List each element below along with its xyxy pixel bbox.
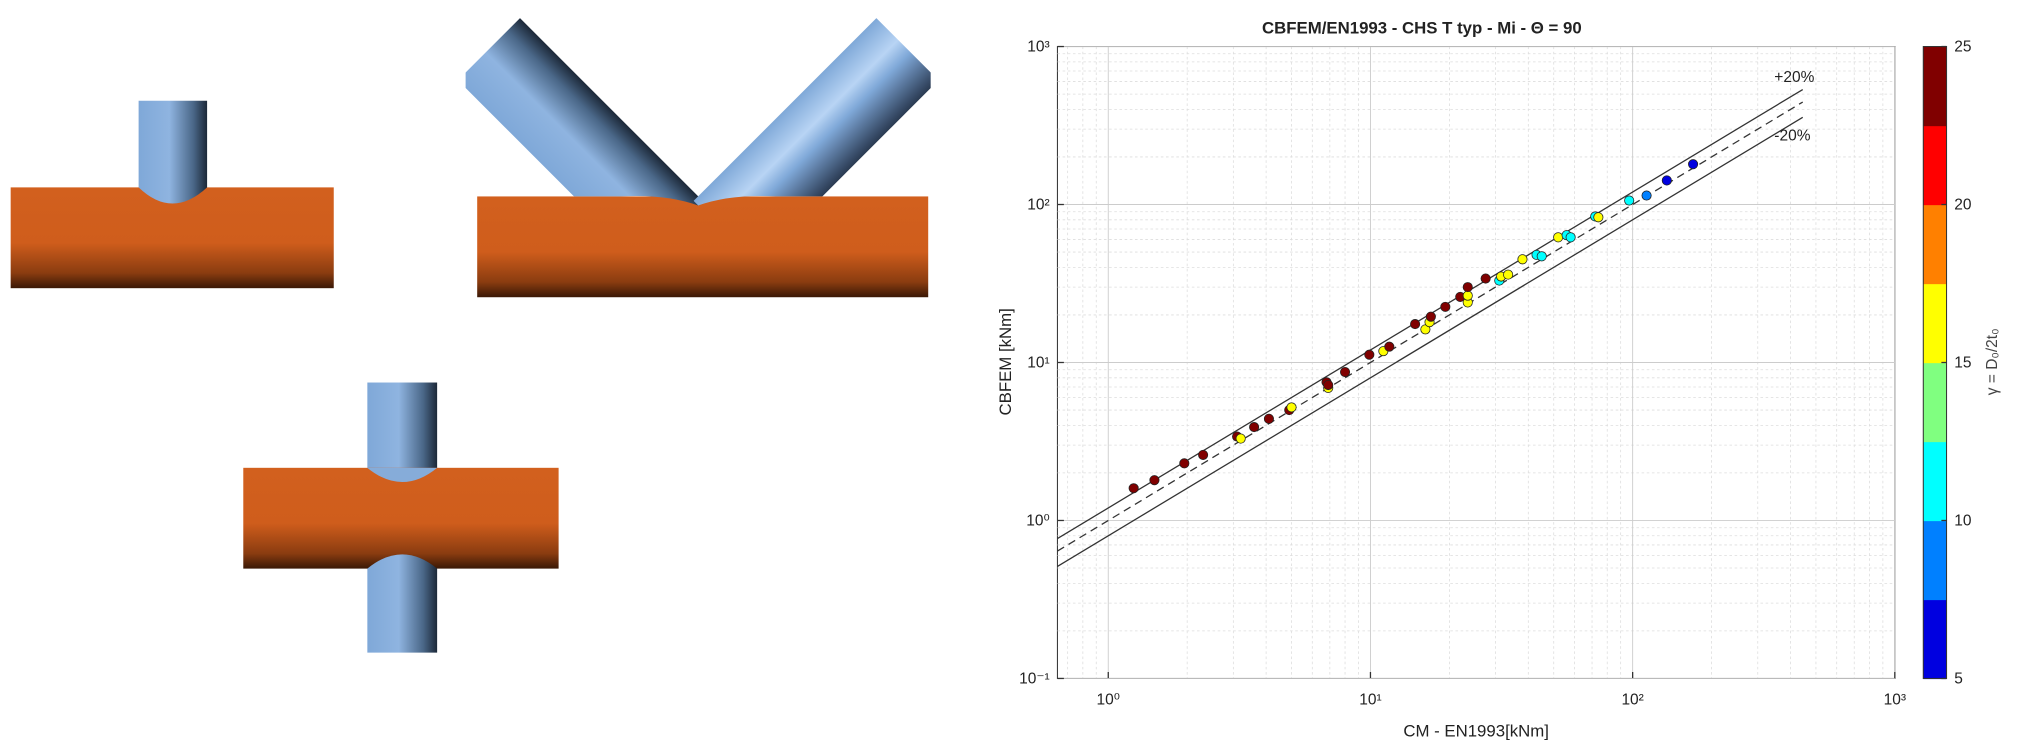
data-point — [1149, 475, 1160, 486]
data-point — [1593, 212, 1604, 223]
data-point — [1198, 449, 1209, 460]
data-point — [1323, 379, 1334, 391]
chord — [243, 467, 559, 569]
reference-line-label: +20% — [1774, 69, 1814, 86]
colorbar-band — [1923, 362, 1947, 443]
chord — [477, 196, 929, 298]
brace — [367, 554, 438, 653]
colorbar-tick-label: 25 — [1954, 39, 1971, 56]
chart-title: CBFEM/EN1993 - CHS T typ - Mi - Θ = 90 — [1262, 19, 1582, 38]
x-tick-label: 10³ — [1884, 691, 1906, 708]
data-point — [1688, 159, 1699, 170]
data-point — [1462, 290, 1473, 301]
data-point — [1440, 301, 1451, 312]
y-tick-label: 10³ — [1027, 39, 1049, 56]
data-point — [1179, 458, 1190, 469]
data-point — [1480, 273, 1491, 284]
y-tick-label: 10¹ — [1027, 355, 1049, 372]
t-joint — [10, 100, 334, 289]
colorbar-band — [1923, 599, 1947, 680]
data-point — [1384, 341, 1395, 352]
data-point — [1553, 232, 1564, 243]
x-tick-label: 10⁰ — [1097, 691, 1120, 708]
brace — [138, 100, 208, 204]
k-joint — [465, 18, 931, 298]
data-point — [1410, 319, 1421, 330]
data-point — [1263, 413, 1274, 424]
x-joint — [243, 382, 559, 653]
data-point — [1340, 367, 1351, 378]
y-tick-label: 10² — [1027, 197, 1049, 214]
data-point — [1462, 282, 1473, 293]
y-tick-label: 10⁻¹ — [1019, 671, 1050, 688]
data-point — [1565, 232, 1576, 243]
data-point — [1517, 254, 1528, 265]
reference-line — [1057, 116, 1804, 567]
colorbar-band — [1923, 283, 1947, 364]
colorbar-band — [1923, 441, 1947, 522]
y-axis-label: CBFEM [kNm] — [996, 308, 1015, 415]
data-point — [1661, 175, 1672, 186]
colorbar-band — [1923, 204, 1947, 285]
colorbar-band — [1923, 125, 1947, 206]
data-point — [1249, 422, 1260, 433]
colorbar-band — [1923, 46, 1947, 127]
data-point — [1503, 269, 1514, 280]
colorbar-tick-label: 20 — [1954, 197, 1972, 214]
reference-line-label: -20% — [1774, 128, 1810, 145]
data-point — [1286, 402, 1297, 413]
colorbar-tick-label: 15 — [1954, 355, 1971, 372]
data-point — [1536, 251, 1547, 262]
brace-intersection — [367, 467, 438, 483]
colorbar-band — [1923, 520, 1947, 601]
colorbar-label: γ = D₀/2t₀ — [1984, 328, 2001, 395]
x-tick-label: 10² — [1621, 691, 1643, 708]
colorbar-tick-label: 5 — [1954, 671, 1963, 688]
chord — [10, 187, 334, 289]
data-point — [1364, 349, 1375, 360]
y-tick-label: 10⁰ — [1026, 513, 1049, 530]
data-point — [1425, 311, 1436, 322]
x-tick-label: 10¹ — [1359, 691, 1381, 708]
data-point — [1128, 483, 1139, 494]
colorbar-tick-label: 10 — [1954, 513, 1972, 530]
reference-line — [1057, 101, 1804, 552]
data-point — [1235, 433, 1246, 444]
data-point — [1641, 190, 1652, 201]
x-axis-label: CM - EN1993[kNm] — [1403, 722, 1549, 741]
data-point — [1624, 195, 1635, 206]
